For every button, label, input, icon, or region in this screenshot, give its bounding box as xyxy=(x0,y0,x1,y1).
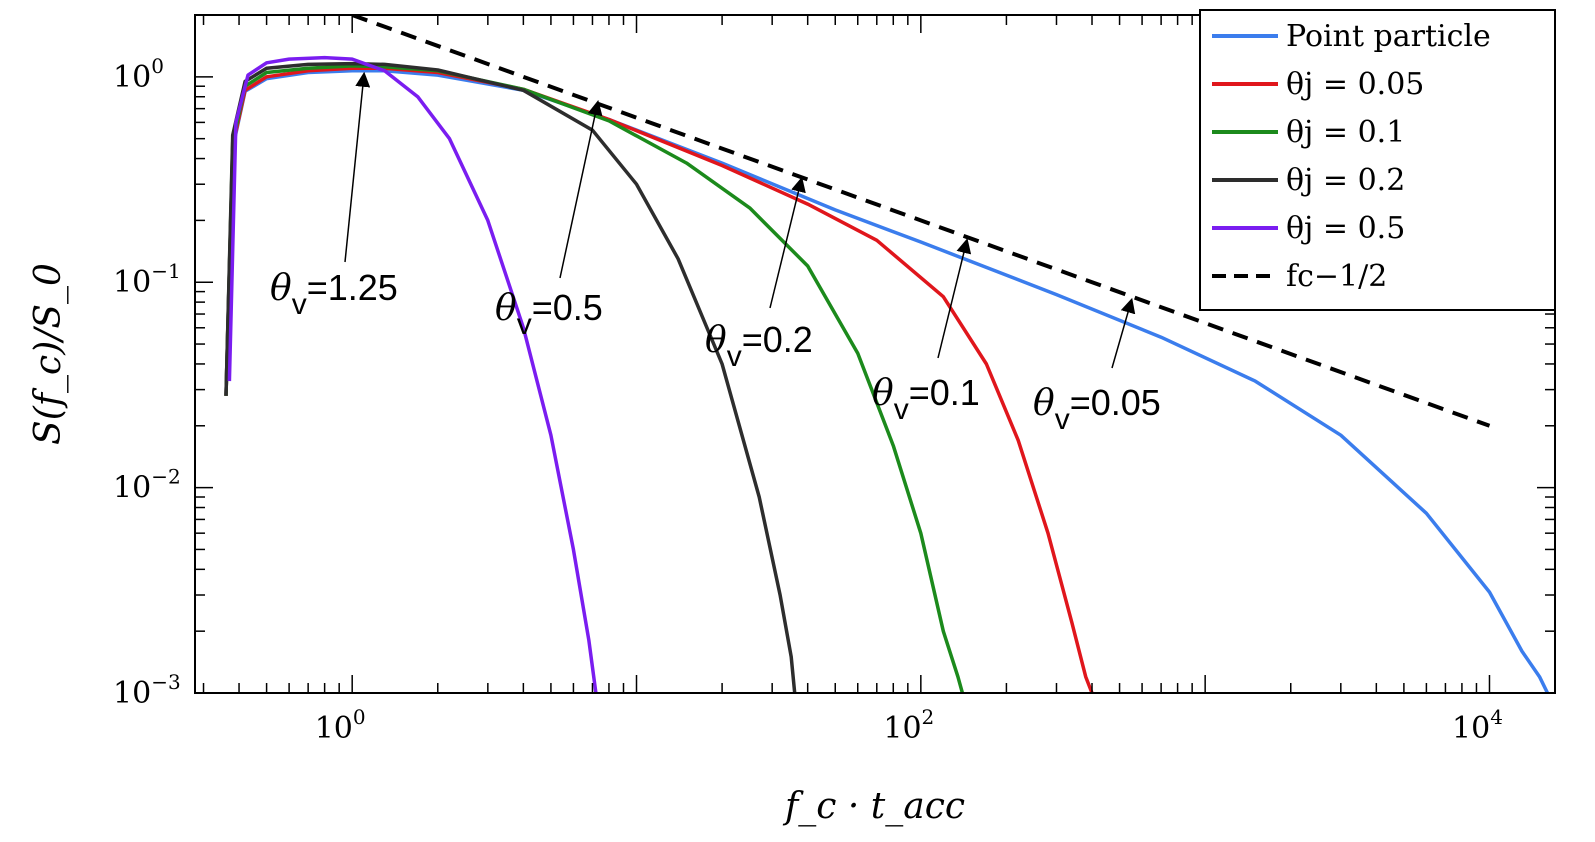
annotation-arrow xyxy=(559,100,603,279)
annotations: θv=1.25 θv=0.5 θv=0.2 θv=0.1 θv=0.05 xyxy=(270,71,1161,436)
x-tick-label: 102 xyxy=(883,705,934,746)
tick-labels: 100 102 104 100 10−1 10−2 10−3 xyxy=(113,54,1503,746)
annotation-label: θv=0.2 xyxy=(705,319,813,373)
y-tick-label: 100 xyxy=(113,54,164,95)
legend-label: θj = 0.5 xyxy=(1286,211,1405,246)
y-tick-label: 10−1 xyxy=(113,259,181,300)
series-line xyxy=(227,55,598,693)
x-tick-label: 104 xyxy=(1452,705,1503,746)
series-line xyxy=(224,66,1094,693)
legend-label: fc−1/2 xyxy=(1286,259,1387,294)
series-line xyxy=(224,64,965,693)
annotation-label: θv=0.1 xyxy=(872,372,980,426)
y-tick-label: 10−2 xyxy=(113,465,181,506)
plot-frame xyxy=(194,14,1556,694)
legend: Point particle θj = 0.05 θj = 0.1 θj = 0.2 θ… xyxy=(1199,9,1556,311)
annotation-arrow xyxy=(769,176,806,309)
annotation-label: θv=0.05 xyxy=(1033,382,1161,436)
x-tick-label: 100 xyxy=(315,705,366,746)
legend-label: θj = 0.1 xyxy=(1286,115,1405,150)
y-axis-label: S(f_c)/S_0 xyxy=(28,263,69,445)
legend-label: θj = 0.2 xyxy=(1286,163,1405,198)
x-axis-label: f_c · t_acc xyxy=(782,786,965,827)
legend-box xyxy=(1199,9,1556,311)
annotation-arrow xyxy=(937,238,972,359)
annotation-label: θv=1.25 xyxy=(270,267,398,321)
annotation-arrow xyxy=(1111,297,1136,369)
legend-label: Point particle xyxy=(1286,19,1491,54)
series-curves xyxy=(224,15,1550,693)
series-line xyxy=(351,15,1491,428)
annotation-arrow xyxy=(344,71,371,263)
series-line xyxy=(224,61,797,693)
legend-label: θj = 0.05 xyxy=(1286,67,1424,102)
annotation-label: θv=0.5 xyxy=(495,287,603,341)
y-tick-label: 10−3 xyxy=(113,670,181,711)
